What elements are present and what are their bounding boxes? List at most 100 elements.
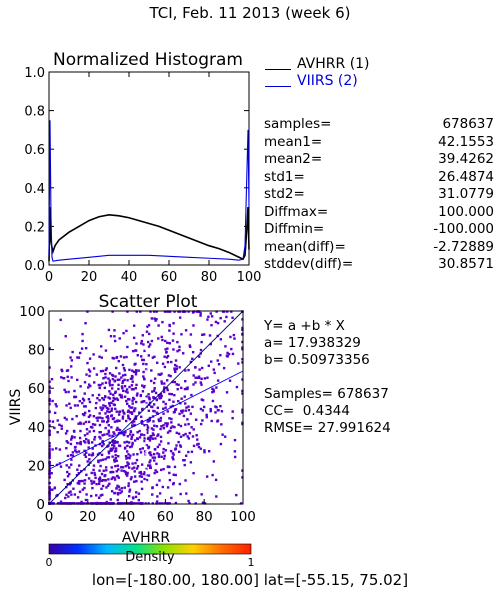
scatter-point [145,447,147,449]
scatter-point [219,316,222,320]
scatter-point [140,502,144,505]
scatter-point [241,361,244,364]
scatter-point [132,349,135,353]
scatter-point [123,369,126,372]
scatter-point [112,431,115,434]
scatter-point [120,376,123,379]
scatter-point [187,310,190,313]
scatter-point [159,416,163,420]
stat-label: std2= [264,186,305,202]
scatter-point [123,385,127,388]
scatter-point [184,329,188,332]
scatter-point [161,338,164,342]
scatter-point [160,382,164,385]
scatter-point [83,434,87,437]
scatter-point [145,397,147,400]
scatter-point [92,415,96,418]
scatter-point [160,372,163,375]
scatter-xtick-label: 20 [79,509,96,525]
scatter-point [184,454,188,457]
scatter-point [147,409,151,412]
scatter-point [48,380,51,383]
scatter-point [85,473,88,477]
scatter-point [168,342,171,345]
scatter-point [156,495,159,498]
scatter-point [110,466,113,469]
scatter-point [48,451,51,455]
scatter-point [177,432,181,435]
scatter-point [126,402,129,405]
histogram-chart: Normalized Histogram 0 20 40 60 80 100 0.0 0.2 0… [24,50,261,285]
scatter-point [179,444,182,447]
scatter-point [108,384,112,387]
scatter-point [119,395,123,399]
scatter-point [162,424,165,427]
scatter-point [76,378,79,382]
scatter-point [149,451,152,454]
scatter-point [69,490,72,493]
scatter-point [114,447,118,450]
scatter-point [203,449,206,452]
scatter-point [145,335,147,337]
scatter-point [149,453,153,457]
scatter-point [111,455,114,458]
scatter-point [114,407,117,411]
scatter-point [114,390,117,393]
scatter-point [139,310,142,313]
scatter-point [145,436,147,438]
scatter-point [118,502,121,505]
scatter-point [114,456,117,460]
scatter-point [175,383,178,386]
scatter-point [153,397,156,400]
scatter-point [178,482,182,486]
scatter-point [75,473,79,477]
scatter-point [225,391,229,394]
regression-intercept: a= 17.938329 [264,335,361,351]
scatter-point [145,330,149,333]
scatter-point [59,465,63,468]
stat-row-stddev-diff: stddev(diff)= 30.8571 [264,256,494,274]
scatter-point [226,310,229,313]
scatter-point [93,423,97,426]
scatter-point [135,458,139,462]
scatter-point [194,502,197,505]
scatter-point [140,475,143,478]
scatter-point [157,418,160,421]
scatter-point [209,360,213,363]
scatter-point [149,437,152,440]
scatter-point [143,349,146,353]
scatter-point [185,492,188,495]
scatter-point [104,412,107,415]
scatter-point [145,374,147,377]
scatter-point [196,443,199,446]
scatter-point [231,410,234,413]
scatter-point [82,399,86,402]
scatter-point [133,439,137,442]
scatter-point [116,498,119,502]
scatter-point [151,486,154,489]
scatter-point [111,417,115,421]
scatter-point [71,451,75,454]
scatter-point [145,389,147,391]
scatter-point [146,429,149,432]
scatter-point [93,473,97,476]
scatter-point [83,479,87,482]
scatter-point [101,396,104,400]
scatter-point [156,406,159,409]
scatter-point [145,405,147,407]
scatter-point [145,391,147,393]
scatter-point [118,337,121,340]
scatter-point [168,398,171,402]
scatter-point [191,357,194,361]
scatter-point [112,393,115,396]
scatter-point [173,425,176,429]
scatter-point [107,328,111,332]
scatter-point [207,450,211,453]
scatter-point [105,500,108,504]
scatter-point [116,484,119,488]
scatter-point [51,399,54,403]
colorbar-label: Density [125,550,175,565]
scatter-point [97,496,101,499]
scatter-point [65,429,69,433]
scatter-ytick-label: 80 [28,343,45,359]
